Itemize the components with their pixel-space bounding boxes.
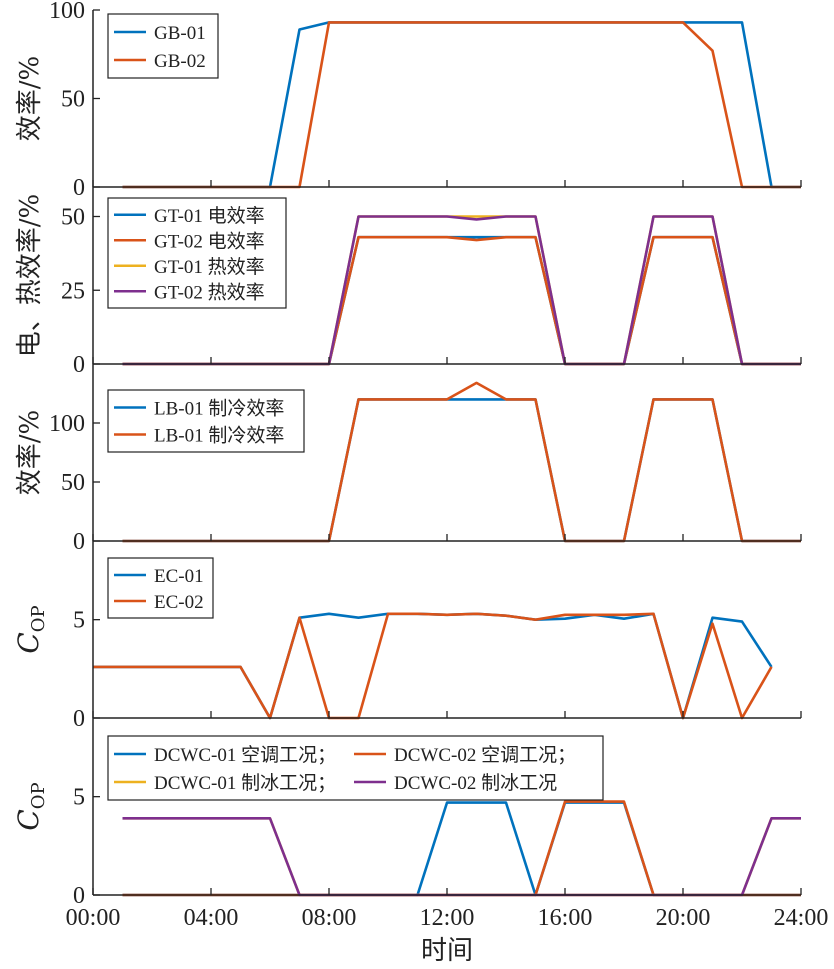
- series-line-4-2: [93, 612, 773, 720]
- series-line-1-2: [122, 21, 801, 189]
- legend-entry: GB-02: [154, 51, 206, 72]
- legend-entry: GT-02 热效率: [154, 281, 265, 303]
- y-axis-label: 效率/%: [15, 410, 45, 495]
- y-tick-label: 100: [49, 411, 85, 437]
- y-tick-label: 50: [61, 87, 85, 113]
- series-line-5-1: [122, 801, 801, 897]
- y-axis-label: 效率/%: [15, 56, 45, 141]
- y-tick-label: 0: [73, 706, 85, 732]
- x-tick-label: 24:00: [774, 905, 829, 931]
- legend-entry: LB-01 制冷效率: [154, 425, 284, 447]
- legend-entry: DCWC-01 制冰工况；: [154, 772, 336, 794]
- legend: LB-01 制冷效率 LB-01 制冷效率: [107, 389, 305, 453]
- x-tick-label: 16:00: [538, 905, 593, 931]
- y-axis-label: COP: [12, 782, 49, 830]
- legend: GB-01 GB-02: [107, 13, 219, 79]
- legend-entry: DCWC-02 空调工况；: [394, 744, 576, 766]
- x-tick-label: 00:00: [66, 905, 121, 931]
- y-tick-label: 0: [73, 175, 85, 201]
- series-line-5-3: [122, 816, 801, 897]
- legend-entry: EC-02: [154, 592, 204, 613]
- legend-entry: GB-01: [154, 23, 206, 44]
- x-tick-label: 20:00: [656, 905, 711, 931]
- series-line-5-2: [122, 800, 801, 897]
- series-line-5-4: [122, 816, 801, 897]
- legend-box: [107, 735, 604, 801]
- y-tick-label: 50: [61, 470, 85, 496]
- panel-5: 0 5 COP DCWC-01 空调工况； DCWC-02 空调工况； DCWC-01 制…: [12, 718, 802, 909]
- y-tick-label: 0: [73, 352, 85, 378]
- y-tick-label: 50: [61, 205, 85, 231]
- x-tick-label: 04:00: [184, 905, 239, 931]
- legend-entry: EC-01: [154, 566, 204, 587]
- legend-box: [107, 389, 305, 453]
- y-tick-label: 0: [73, 529, 85, 555]
- panel-1: 0 50 100 效率/% GB-01 GB-02: [15, 0, 802, 201]
- legend: GT-01 电效率 GT-02 电效率 GT-01 热效率 GT-02 热效率: [107, 197, 287, 309]
- legend-box: [107, 197, 287, 309]
- legend: EC-01 EC-02: [107, 557, 214, 619]
- x-axis-label: 时间: [421, 936, 473, 966]
- legend-box: [107, 13, 219, 79]
- y-axis-label: 电、热效率/%: [15, 194, 45, 357]
- x-tick-label: 12:00: [420, 905, 475, 931]
- legend-entry: LB-01 制冷效率: [154, 398, 284, 420]
- series-line-1-1: [122, 21, 801, 189]
- legend-entry: GT-01 电效率: [154, 205, 265, 227]
- legend-entry: GT-02 电效率: [154, 230, 265, 252]
- y-tick-label: 25: [61, 278, 85, 304]
- legend-box: [107, 557, 214, 619]
- panel-4: 0 5 COP EC-01 EC-02: [12, 541, 802, 732]
- y-tick-label: 100: [49, 0, 85, 24]
- legend-entry: DCWC-01 空调工况；: [154, 744, 336, 766]
- legend-entry: GT-01 热效率: [154, 256, 265, 278]
- x-tick-label: 08:00: [302, 905, 357, 931]
- y-tick-label: 5: [73, 608, 85, 634]
- y-tick-label: 5: [73, 785, 85, 811]
- y-tick-label: 0: [73, 883, 85, 909]
- legend-entry: DCWC-02 制冰工况: [394, 772, 557, 794]
- y-axis-label: COP: [12, 605, 49, 653]
- legend: DCWC-01 空调工况； DCWC-02 空调工况； DCWC-01 制冰工况； D…: [107, 735, 604, 801]
